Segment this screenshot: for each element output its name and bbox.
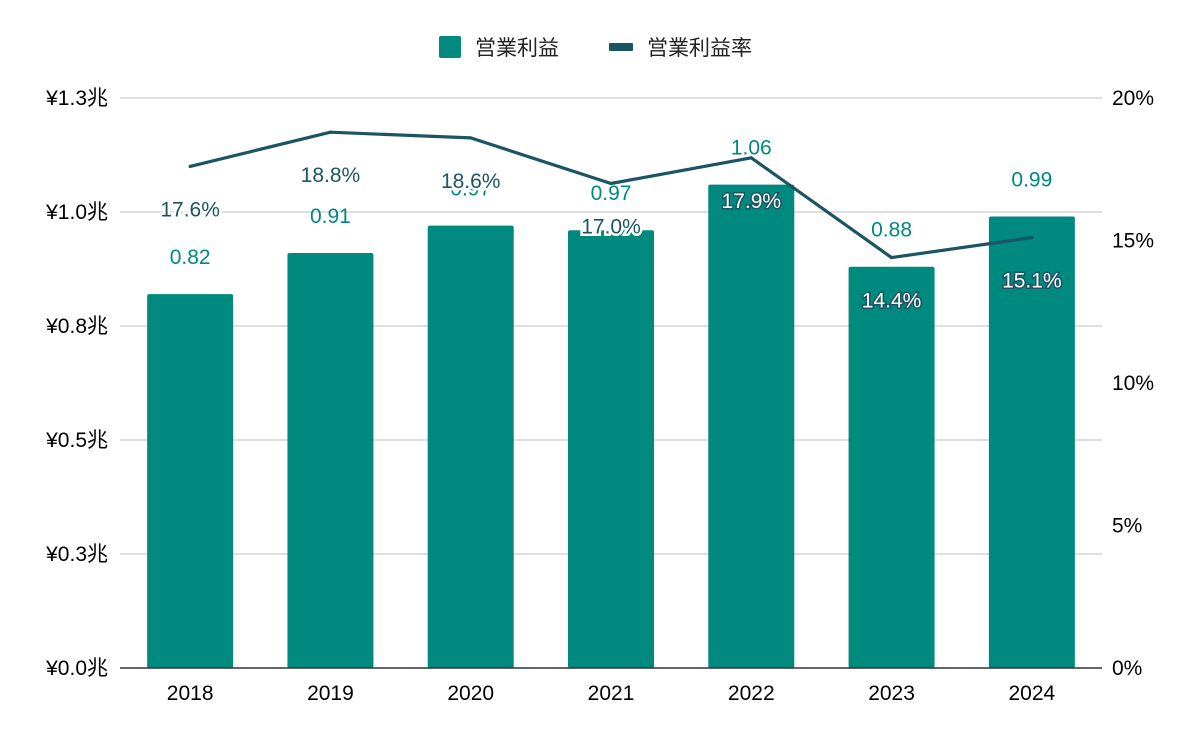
- line-value-label: 15.1%: [1002, 270, 1062, 293]
- line-point: [1030, 236, 1034, 240]
- line-point: [889, 256, 894, 260]
- y-left-tick-label: ¥0.0兆: [45, 657, 108, 680]
- bars: [147, 184, 1075, 669]
- legend-swatch-bar: [439, 36, 461, 58]
- bar: [427, 225, 514, 668]
- legend: 営業利益 営業利益率: [439, 36, 752, 60]
- y-right-tick-label: 5%: [1112, 515, 1142, 538]
- line-value-label: 17.0%: [581, 216, 641, 239]
- data-labels: 0.82 0.91 0.97 0.97 1.06 0.88 0.99 17.6% 18.8% 18…: [158, 137, 1063, 314]
- bar-value-label: 0.99: [1011, 169, 1052, 192]
- y-right-tick-label: 10%: [1112, 372, 1154, 395]
- bar-value-label: 0.88: [871, 219, 912, 242]
- line-point: [188, 164, 192, 168]
- bar: [568, 230, 654, 669]
- y-right-tick-label: 15%: [1112, 230, 1154, 253]
- x-tick-label: 2018: [167, 682, 214, 705]
- legend-label-bar: 営業利益: [475, 37, 559, 60]
- legend-swatch-line: [609, 43, 633, 51]
- x-tick-label: 2020: [447, 682, 494, 705]
- line-value-label: 14.4%: [862, 290, 922, 313]
- line-point: [609, 181, 613, 186]
- line-series: [188, 130, 1034, 260]
- line-value-label: 17.6%: [160, 198, 220, 221]
- bar-value-label: 0.97: [591, 182, 632, 205]
- line-point: [328, 130, 333, 134]
- bar: [147, 294, 234, 668]
- bar-value-label: 1.06: [731, 137, 772, 160]
- bar-value-label: 0.91: [310, 205, 351, 228]
- line-value-label: 17.9%: [722, 190, 782, 213]
- y-left-tick-label: ¥0.8兆: [45, 315, 108, 338]
- legend-label-line: 営業利益率: [647, 37, 752, 60]
- y-right-tick-label: 0%: [1112, 657, 1142, 680]
- y-right-tick-label: 20%: [1112, 87, 1154, 110]
- x-tick-label: 2024: [1008, 682, 1055, 705]
- bar: [848, 266, 935, 668]
- axes: ¥0.0兆 ¥0.3兆 ¥0.5兆 ¥0.8兆 ¥1.0兆 ¥1.3兆 0% 5% 10% 15%…: [45, 87, 1154, 705]
- y-left-tick-label: ¥1.0兆: [45, 201, 108, 224]
- y-left-tick-label: ¥0.3兆: [45, 543, 108, 566]
- y-left-tick-label: ¥0.5兆: [45, 429, 108, 452]
- bar: [708, 184, 795, 668]
- line-value-label: 18.8%: [301, 164, 361, 187]
- x-tick-label: 2022: [728, 682, 775, 705]
- bar-value-label: 0.97: [450, 178, 491, 201]
- line-value-label: 18.6%: [441, 170, 501, 193]
- y-left-tick-label: ¥1.3兆: [45, 87, 108, 110]
- bar: [287, 253, 374, 669]
- bar: [988, 216, 1075, 668]
- x-tick-label: 2019: [307, 682, 354, 705]
- x-tick-label: 2021: [588, 682, 635, 705]
- line-point: [469, 136, 473, 140]
- x-tick-label: 2023: [868, 682, 915, 705]
- bar-value-label: 0.82: [170, 246, 211, 269]
- line-point: [749, 156, 753, 160]
